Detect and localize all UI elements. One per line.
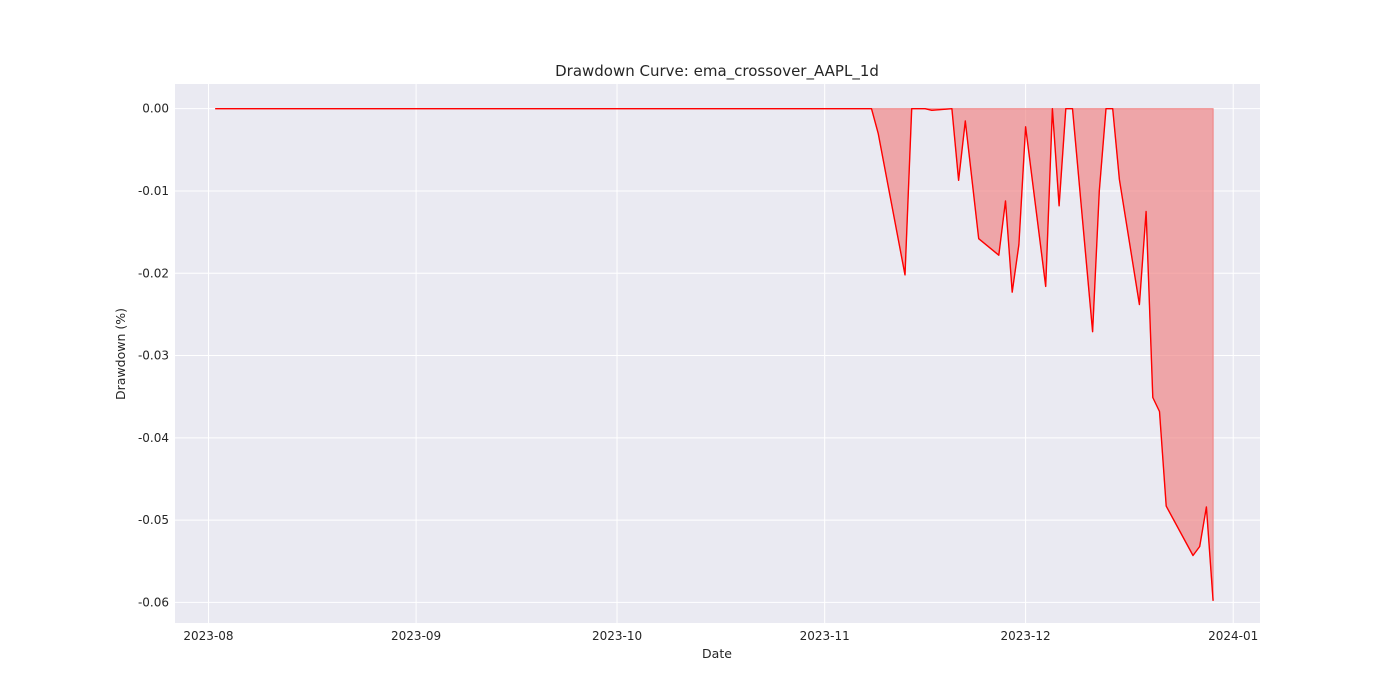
x-tick-label: 2023-11	[800, 629, 850, 643]
y-tick-label: -0.06	[138, 595, 169, 609]
grid	[175, 84, 1260, 623]
x-tick-label: 2023-08	[183, 629, 233, 643]
y-tick-label: -0.05	[138, 513, 169, 527]
y-tick-label: -0.01	[138, 184, 169, 198]
x-tick-label: 2023-10	[592, 629, 642, 643]
x-tick-label: 2024-01	[1208, 629, 1258, 643]
y-tick-label: -0.04	[138, 431, 169, 445]
x-tick-labels: 2023-08 2023-09 2023-10 2023-11 2023-12 2024-…	[183, 629, 1258, 643]
x-tick-label: 2023-12	[1001, 629, 1051, 643]
y-axis-label: Drawdown (%)	[113, 308, 128, 400]
chart-title: Drawdown Curve: ema_crossover_AAPL_1d	[555, 62, 879, 81]
x-axis-label: Date	[702, 646, 732, 661]
y-tick-labels: 0.00 -0.01 -0.02 -0.03 -0.04 -0.05 -0.06	[138, 102, 169, 610]
y-tick-label: -0.02	[138, 266, 169, 280]
x-tick-label: 2023-09	[391, 629, 441, 643]
y-tick-label: 0.00	[142, 102, 169, 116]
drawdown-line	[215, 107, 1214, 601]
y-tick-label: -0.03	[138, 349, 169, 363]
